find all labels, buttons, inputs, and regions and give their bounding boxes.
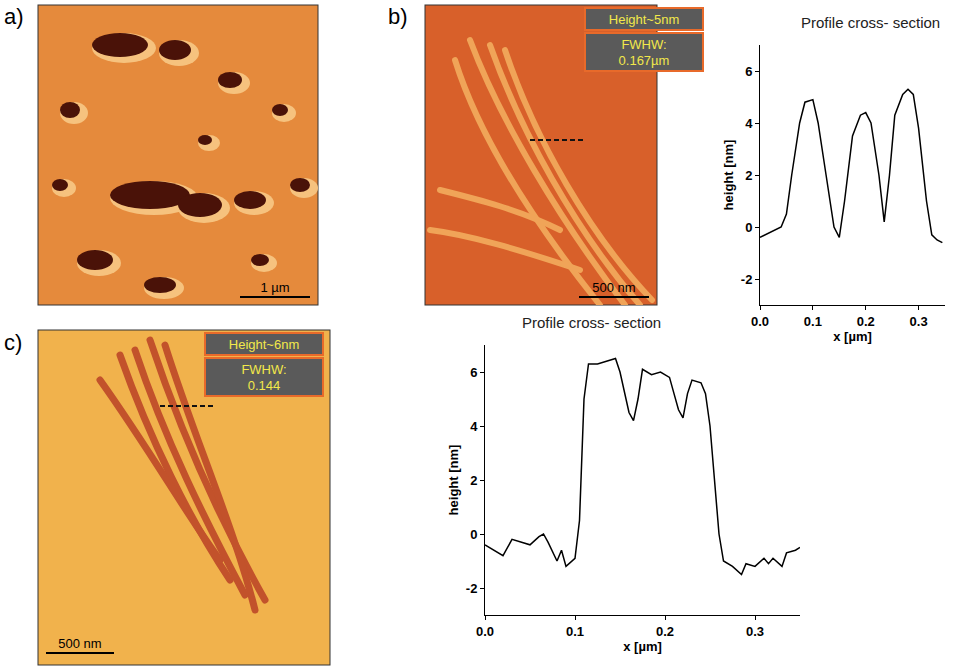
- svg-text:0.2: 0.2: [656, 624, 674, 639]
- svg-text:x [µm]: x [µm]: [623, 639, 662, 654]
- svg-text:b): b): [388, 4, 408, 29]
- svg-text:c): c): [4, 330, 22, 355]
- svg-text:height [nm]: height [nm]: [446, 445, 461, 516]
- svg-text:0.3: 0.3: [910, 314, 928, 329]
- svg-text:0.3: 0.3: [746, 624, 764, 639]
- svg-text:0.167µm: 0.167µm: [619, 53, 670, 68]
- svg-text:0.0: 0.0: [476, 624, 494, 639]
- svg-text:FWHW:: FWHW:: [241, 362, 286, 377]
- svg-text:2: 2: [745, 168, 752, 183]
- svg-text:x [µm]: x [µm]: [833, 329, 872, 344]
- svg-text:2: 2: [470, 473, 477, 488]
- svg-text:6: 6: [470, 365, 477, 380]
- svg-text:Profile cross- section: Profile cross- section: [801, 14, 940, 31]
- svg-text:a): a): [4, 4, 24, 29]
- svg-text:1 µm: 1 µm: [260, 280, 289, 295]
- svg-text:0: 0: [745, 220, 752, 235]
- svg-text:0.144: 0.144: [248, 378, 281, 393]
- svg-text:0.1: 0.1: [804, 314, 822, 329]
- svg-text:6: 6: [745, 64, 752, 79]
- svg-text:0.0: 0.0: [751, 314, 769, 329]
- svg-text:0.1: 0.1: [566, 624, 584, 639]
- svg-text:FWHW:: FWHW:: [621, 37, 666, 52]
- svg-text:500 nm: 500 nm: [58, 636, 101, 651]
- svg-text:0.2: 0.2: [857, 314, 875, 329]
- svg-text:Height~6nm: Height~6nm: [229, 337, 299, 352]
- svg-text:500 nm: 500 nm: [592, 280, 635, 295]
- svg-text:-2: -2: [741, 272, 753, 287]
- svg-text:-2: -2: [466, 581, 478, 596]
- svg-text:0: 0: [470, 527, 477, 542]
- svg-text:height [nm]: height [nm]: [721, 140, 736, 211]
- svg-text:Profile cross- section: Profile cross- section: [522, 314, 661, 331]
- svg-text:Height~5nm: Height~5nm: [609, 12, 679, 27]
- svg-text:4: 4: [470, 419, 478, 434]
- svg-text:4: 4: [745, 116, 753, 131]
